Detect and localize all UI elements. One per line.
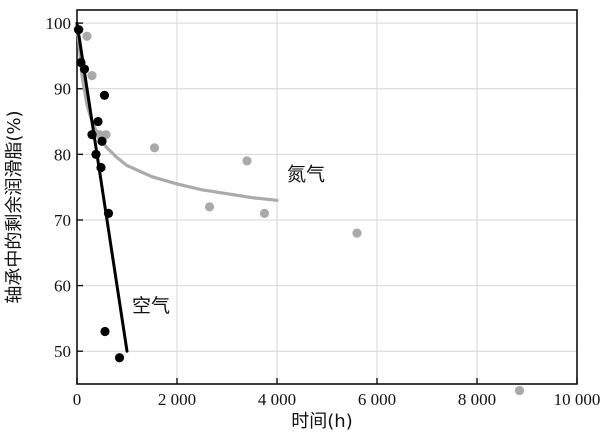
grid [77, 10, 577, 384]
axis-ticks: 0 2 000 4 000 6 000 8 000 10 000 50 60 70 80 90 100 [46, 14, 601, 409]
data-point-氮气 [87, 71, 97, 81]
x-tick-label: 8 000 [458, 390, 496, 409]
data-point-空气 [93, 116, 103, 127]
data-point-空气 [103, 208, 114, 219]
data-point-氮气 [149, 143, 160, 153]
data-point-空气 [73, 25, 84, 35]
y-tick-label: 60 [54, 277, 71, 296]
y-tick-label: 50 [54, 342, 71, 361]
x-tick-label: 10 000 [554, 390, 601, 409]
data-point-空气 [91, 149, 101, 159]
data-point-氮气 [259, 208, 270, 219]
data-point-氮气 [514, 385, 525, 396]
plot-frame [76, 9, 578, 385]
y-axis-title: 轴承中的剩余润滑脂(%) [4, 110, 25, 303]
x-tick-label: 4 000 [258, 390, 296, 409]
x-tick-label: 2 000 [158, 390, 196, 409]
data-point-空气 [96, 162, 106, 173]
data-point-氮气 [242, 156, 252, 166]
y-tick-label: 100 [46, 14, 72, 33]
data-point-氮气 [352, 228, 362, 238]
fit-lines [75, 21, 279, 353]
x-axis-title: 时间(h) [291, 411, 352, 432]
y-tick-label: 70 [54, 211, 71, 230]
data-point-氮气 [82, 31, 92, 41]
y-tick-label: 80 [54, 145, 71, 164]
data-point-空气 [114, 353, 125, 363]
data-point-氮气 [204, 202, 215, 212]
series-annotation: 氮气 [287, 164, 325, 186]
data-point-空气 [99, 90, 110, 100]
data-point-空气 [100, 326, 110, 337]
data-point-空气 [79, 64, 90, 74]
x-tick-label: 0 [73, 390, 82, 409]
y-tick-label: 90 [54, 80, 71, 99]
fit-curve-氮气 [75, 21, 279, 202]
series-annotation: 空气 [132, 295, 170, 317]
data-points [73, 25, 525, 396]
data-point-空气 [87, 130, 97, 140]
fit-line-空气 [75, 21, 129, 353]
x-tick-label: 6 000 [358, 390, 396, 409]
data-point-空气 [97, 136, 107, 146]
